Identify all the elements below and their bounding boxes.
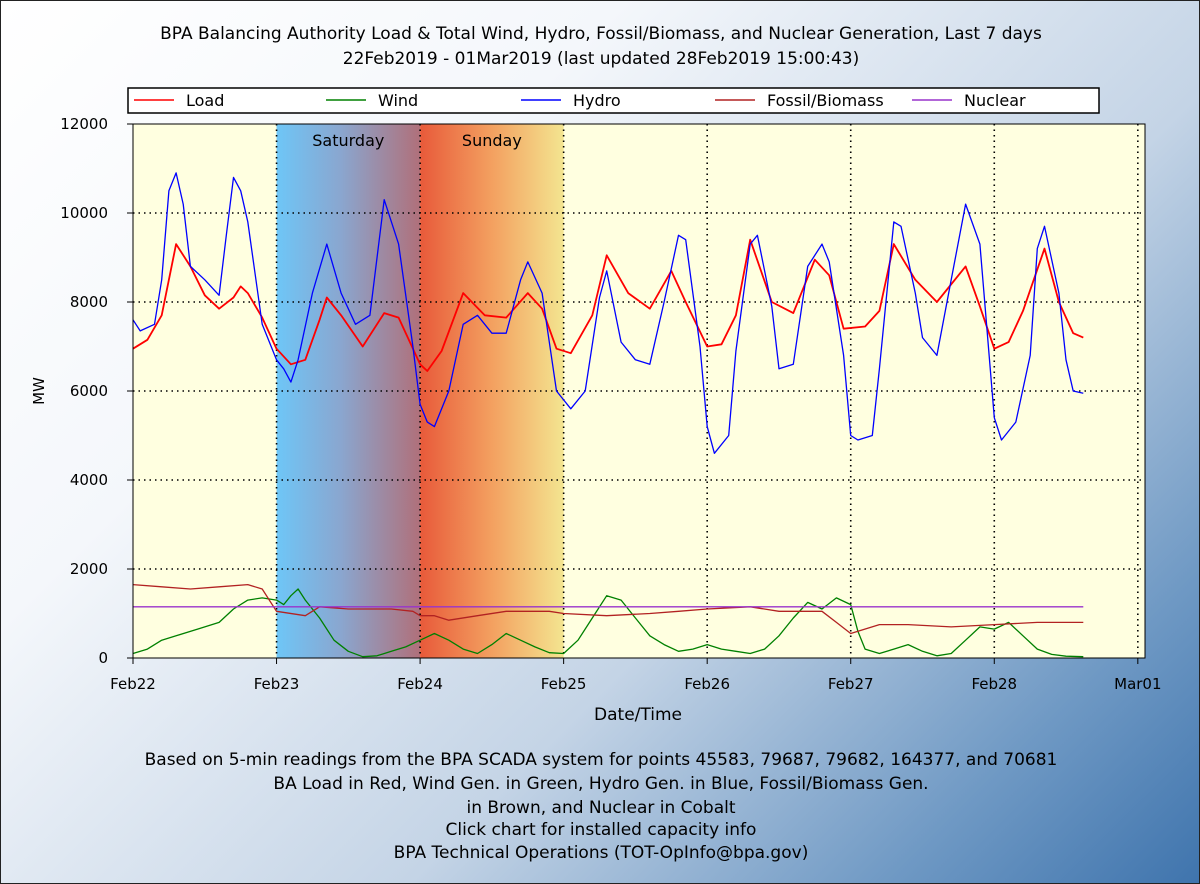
- saturday-label: Saturday: [312, 131, 384, 150]
- x-tick-label: Feb27: [828, 675, 874, 693]
- series-line-fossil-biomass: [132, 583, 1084, 635]
- series-group: [132, 172, 1084, 658]
- x-tick-label: Feb25: [541, 675, 587, 693]
- y-tick-label: 8000: [70, 293, 108, 311]
- x-tick-label: Feb28: [971, 675, 1017, 693]
- chart-title: BPA Balancing Authority Load & Total Win…: [160, 24, 1042, 44]
- series-line-hydro: [132, 172, 1084, 454]
- series-line-wind: [132, 588, 1084, 658]
- x-axis-label: Date/Time: [594, 705, 682, 725]
- x-tick-label: Feb23: [254, 675, 300, 693]
- y-tick-label: 0: [98, 649, 108, 667]
- footer-line: Based on 5-min readings from the BPA SCA…: [144, 750, 1058, 770]
- footer-line: in Brown, and Nuclear in Cobalt: [466, 798, 736, 818]
- legend-entry: Load: [186, 91, 224, 110]
- legend: Load Wind Hydro Fossil/Biomass Nuclear: [134, 91, 1026, 110]
- legend-entry: Wind: [378, 91, 418, 110]
- x-tick-label: Feb22: [110, 675, 156, 693]
- y-tick-label: 4000: [70, 471, 108, 489]
- footer-line: Click chart for installed capacity info: [445, 820, 757, 840]
- y-tick-label: 6000: [70, 382, 108, 400]
- chart-subtitle: 22Feb2019 - 01Mar2019 (last updated 28Fe…: [342, 49, 860, 69]
- x-tick-label: Feb26: [684, 675, 730, 693]
- legend-entry: Fossil/Biomass: [767, 91, 884, 110]
- chart-svg[interactable]: Saturday Sunday 0 2000 4000 6000 8000 10000 12…: [1, 1, 1200, 731]
- y-axis-label: MW: [30, 377, 48, 405]
- legend-entry: Nuclear: [964, 91, 1026, 110]
- footer-line: BPA Technical Operations (TOT-OpInfo@bpa…: [393, 843, 809, 863]
- sunday-label: Sunday: [462, 131, 522, 150]
- y-tick-label: 2000: [70, 560, 108, 578]
- footer-line: BA Load in Red, Wind Gen. in Green, Hydr…: [273, 774, 929, 794]
- axes: 0 2000 4000 6000 8000 10000 12000 Feb22 Feb23 Feb…: [60, 115, 1161, 693]
- x-tick-label: Mar01: [1114, 675, 1161, 693]
- series-line-load: [132, 238, 1084, 372]
- legend-entry: Hydro: [573, 91, 621, 110]
- x-tick-label: Feb24: [397, 675, 443, 693]
- y-tick-label: 10000: [60, 204, 108, 222]
- y-tick-label: 12000: [60, 115, 108, 133]
